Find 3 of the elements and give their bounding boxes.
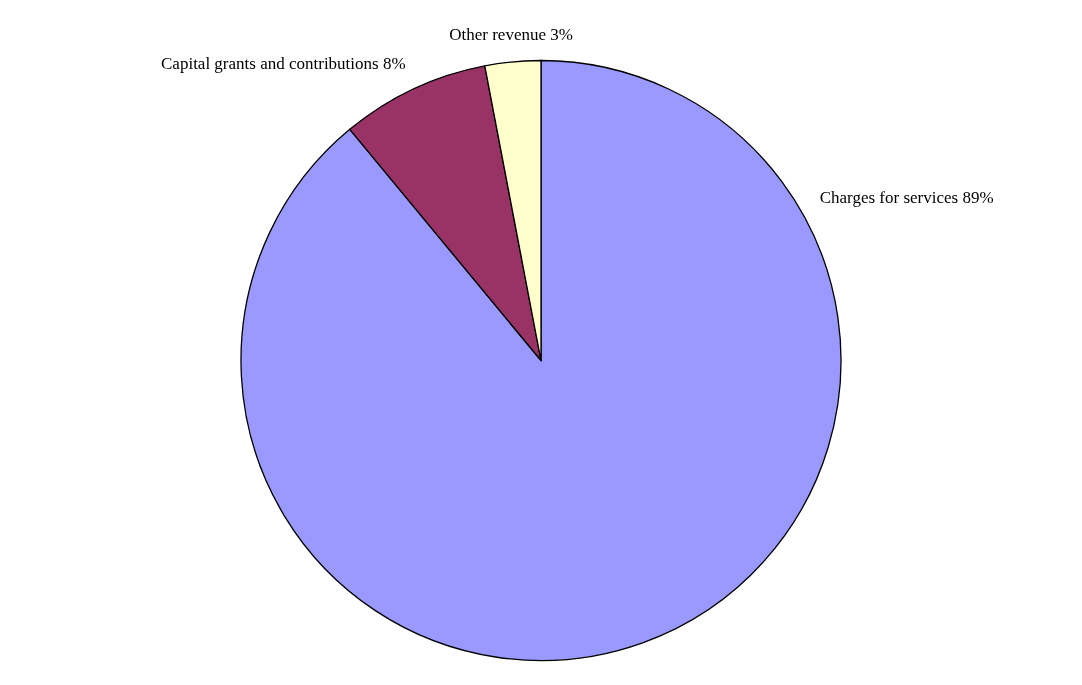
slice-label: Charges for services 89%: [819, 188, 994, 208]
slice-label: Other revenue 3%: [449, 24, 573, 44]
slice-label: Capital grants and contributions 8%: [161, 53, 406, 73]
